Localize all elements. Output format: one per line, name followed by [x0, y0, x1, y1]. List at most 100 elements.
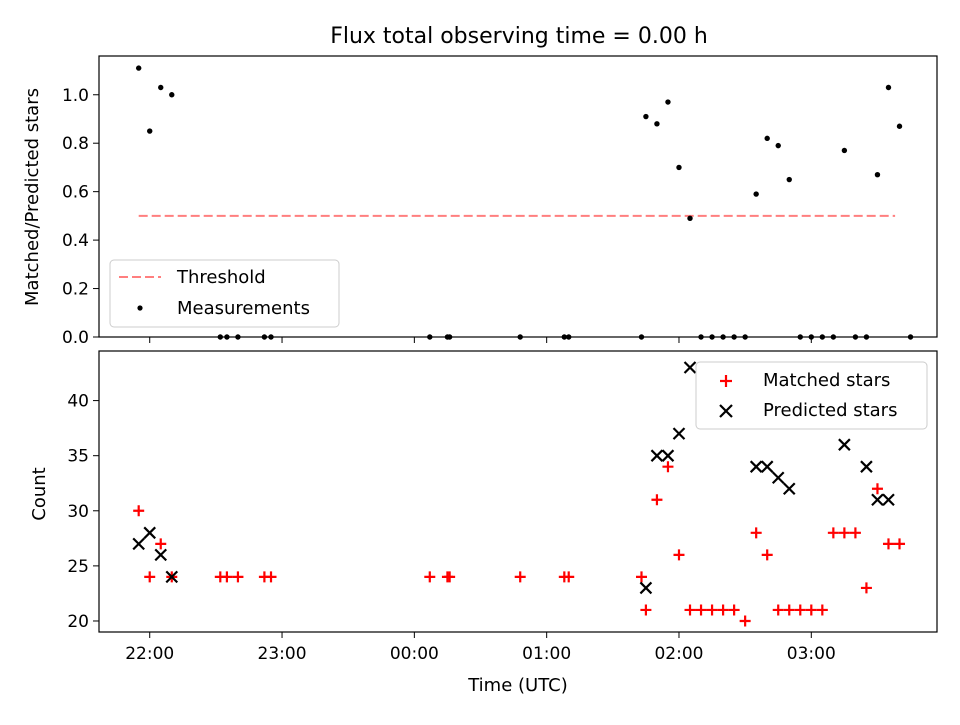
matched-star-point [717, 604, 729, 616]
measurement-point [169, 92, 175, 98]
matched-star-point [827, 527, 839, 539]
legend-matched-swatch [720, 375, 732, 387]
matched-star-point [444, 571, 456, 583]
predicted-star-point [132, 537, 145, 551]
predicted-star-point [639, 581, 653, 595]
matched-star-point [838, 527, 850, 539]
legend-measurements-swatch [137, 305, 143, 311]
matched-stars-series [133, 461, 906, 627]
legend-threshold-label: Threshold [176, 267, 266, 288]
matched-star-point [894, 538, 906, 550]
measurement-point [841, 147, 848, 154]
measurement-point [753, 191, 759, 197]
predicted-star-point [165, 570, 179, 584]
matched-star-point [651, 494, 663, 506]
ytick-label: 0.8 [62, 134, 89, 154]
predicted-star-point [882, 493, 895, 507]
count-legend-box [695, 361, 928, 430]
ytick-label: 0.0 [62, 328, 89, 348]
measurement-point [786, 176, 792, 183]
predicted-star-point [154, 548, 168, 562]
predicted-star-point [683, 361, 697, 374]
legend-predicted-swatch [719, 404, 733, 418]
ytick-label: 40 [67, 392, 89, 412]
ratio-axes-frame [98, 55, 938, 338]
matched-star-point [265, 571, 277, 583]
legend-measurements-label: Measurements [177, 298, 310, 319]
matched-star-point [673, 549, 685, 561]
matched-star-point [232, 571, 244, 583]
predicted-star-point [782, 482, 796, 496]
ytick-label: 0.2 [62, 280, 89, 300]
matched-star-point [783, 604, 795, 616]
matched-star-point [816, 604, 828, 616]
matched-star-point [772, 604, 784, 616]
matched-star-point [794, 604, 806, 616]
measurement-point [764, 135, 770, 142]
count-xlabel: Time (UTC) [467, 675, 568, 696]
measurement-point [135, 65, 142, 71]
predicted-star-point [871, 493, 884, 507]
predicted-star-point [749, 460, 763, 473]
measurement-point [885, 84, 892, 91]
predicted-star-point [760, 460, 774, 473]
count-axis-ticks: 20 25 30 35 40 22:00 23:00 00:00 01:00 02:00 03:00 [67, 392, 835, 664]
measurement-point [676, 164, 682, 171]
ytick-label: 30 [67, 502, 89, 522]
predicted-star-point [672, 427, 686, 440]
matched-star-point [155, 538, 167, 550]
measurement-point [665, 99, 671, 105]
matched-star-point [860, 582, 872, 594]
matched-star-point [563, 571, 575, 583]
ytick-label: 35 [67, 447, 89, 467]
matched-star-point [750, 527, 762, 539]
matched-star-point [684, 604, 696, 616]
xtick-label: 00:00 [390, 644, 439, 664]
count-legend: Matched stars Predicted stars [695, 361, 928, 430]
legend-predicted-label: Predicted stars [763, 400, 897, 421]
ratio-panel: 0.0 0.2 0.4 0.6 0.8 1.0 Matched/Predicted sta… [22, 55, 938, 348]
matched-star-point [662, 461, 674, 473]
matched-star-point [739, 615, 751, 627]
measurement-point [775, 142, 781, 149]
figure-title: Flux total observing time = 0.00 h [330, 24, 708, 49]
xtick-label: 22:00 [125, 644, 174, 664]
xtick-label: 02:00 [654, 644, 703, 664]
matched-star-point [882, 538, 894, 550]
matched-star-point [133, 505, 145, 517]
predicted-star-point [771, 471, 785, 485]
xtick-label: 23:00 [258, 644, 307, 664]
xtick-label: 01:00 [522, 644, 571, 664]
legend-matched-label: Matched stars [763, 370, 890, 391]
predicted-stars-series [132, 361, 895, 595]
matched-star-point [761, 549, 773, 561]
matched-star-point [424, 571, 436, 583]
count-axes-frame [98, 350, 938, 633]
measurement-point [643, 113, 649, 120]
matched-star-point [871, 483, 883, 495]
predicted-star-point [860, 460, 873, 473]
count-ylabel: Count [29, 467, 50, 520]
ratio-legend: Threshold Measurements [109, 259, 340, 328]
matched-star-point [144, 571, 156, 583]
ratio-legend-box [109, 259, 340, 328]
measurement-point [158, 84, 164, 91]
matched-star-point [849, 527, 861, 539]
measurement-point [654, 121, 660, 127]
ytick-label: 0.6 [62, 183, 89, 203]
ytick-label: 0.4 [62, 231, 89, 251]
ytick-label: 1.0 [62, 86, 89, 106]
matched-star-point [635, 571, 647, 583]
predicted-star-point [661, 449, 675, 462]
matched-star-point [695, 604, 707, 616]
measurement-point [147, 128, 153, 134]
predicted-star-point [838, 438, 851, 451]
matched-star-point [805, 604, 817, 616]
predicted-star-point [650, 449, 664, 462]
matched-star-point [728, 604, 740, 616]
matched-star-point [514, 571, 526, 583]
measurement-point [874, 171, 881, 178]
matched-star-point [706, 604, 718, 616]
